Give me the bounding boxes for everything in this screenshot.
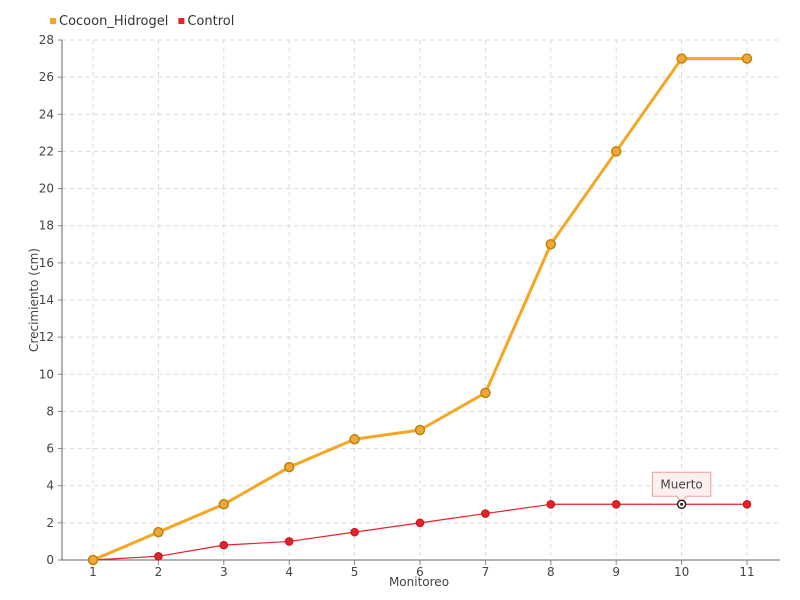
data-point[interactable] bbox=[349, 434, 360, 445]
data-point[interactable] bbox=[546, 499, 556, 509]
y-tick-label: 26 bbox=[39, 70, 54, 84]
y-tick-label: 16 bbox=[39, 256, 54, 270]
x-tick-label: 6 bbox=[416, 565, 424, 579]
data-point[interactable] bbox=[350, 527, 359, 537]
y-axis-title: Crecimiento (cm) bbox=[27, 248, 41, 352]
legend-marker bbox=[178, 18, 185, 24]
data-point[interactable] bbox=[283, 461, 295, 473]
y-tick-label: 18 bbox=[39, 219, 54, 233]
y-tick-label: 22 bbox=[39, 144, 54, 158]
x-tick-label: 2 bbox=[155, 565, 163, 579]
data-point[interactable] bbox=[610, 146, 622, 157]
data-point[interactable] bbox=[415, 518, 425, 528]
annotation-text: Muerto bbox=[660, 477, 702, 491]
legend: Cocoon_Hidrogel Control bbox=[50, 14, 234, 29]
y-tick-label: 6 bbox=[46, 442, 54, 456]
x-tick-label: 4 bbox=[285, 565, 293, 579]
y-tick-label: 12 bbox=[39, 330, 54, 344]
data-point[interactable] bbox=[154, 551, 163, 561]
legend-marker bbox=[50, 18, 56, 24]
x-tick-label: 7 bbox=[482, 565, 490, 579]
data-point[interactable] bbox=[480, 387, 491, 399]
series-layer bbox=[87, 53, 753, 566]
y-tick-label: 4 bbox=[46, 479, 54, 493]
series-line-cocoon-hidrogel bbox=[92, 57, 747, 562]
grid bbox=[62, 39, 780, 560]
x-tick-label: 9 bbox=[612, 565, 620, 579]
annotation-layer: Muerto bbox=[651, 471, 712, 510]
x-tick-label: 10 bbox=[674, 565, 689, 579]
data-point[interactable] bbox=[414, 424, 426, 436]
y-tick-label: 20 bbox=[39, 182, 54, 196]
x-axis-title: Monitoreo bbox=[389, 575, 449, 589]
x-tick-label: 1 bbox=[89, 565, 97, 579]
annotation-tooltip: Muerto bbox=[651, 471, 712, 510]
data-point[interactable] bbox=[742, 499, 752, 509]
y-tick-label: 8 bbox=[46, 404, 54, 418]
data-point[interactable] bbox=[284, 537, 294, 546]
y-tick-label: 2 bbox=[46, 516, 54, 530]
data-point[interactable] bbox=[741, 53, 753, 64]
data-point[interactable] bbox=[219, 540, 229, 550]
x-tick-label: 3 bbox=[220, 565, 228, 579]
data-point[interactable] bbox=[676, 53, 687, 64]
data-point[interactable] bbox=[87, 554, 99, 566]
x-tick-label: 5 bbox=[351, 565, 359, 579]
x-tick-label: 11 bbox=[739, 565, 754, 579]
x-tick-label: 8 bbox=[547, 565, 555, 579]
highlighted-point-center bbox=[680, 502, 684, 506]
legend-label[interactable]: Cocoon_Hidrogel bbox=[59, 14, 168, 29]
y-tick-label: 24 bbox=[39, 107, 54, 121]
annotation-box bbox=[651, 471, 712, 504]
data-point[interactable] bbox=[153, 526, 164, 538]
y-tick-label: 0 bbox=[46, 553, 54, 567]
y-tick-label: 14 bbox=[39, 293, 54, 307]
y-tick-label: 10 bbox=[39, 367, 54, 381]
legend-label[interactable]: Control bbox=[187, 14, 234, 29]
data-point[interactable] bbox=[545, 239, 557, 250]
data-point[interactable] bbox=[218, 499, 230, 510]
data-point[interactable] bbox=[481, 509, 490, 518]
y-tick-label: 28 bbox=[39, 33, 54, 47]
data-point[interactable] bbox=[611, 499, 621, 509]
